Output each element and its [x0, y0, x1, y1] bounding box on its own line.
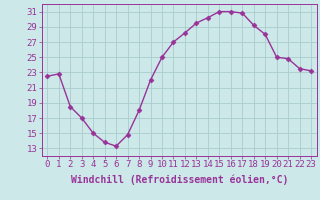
X-axis label: Windchill (Refroidissement éolien,°C): Windchill (Refroidissement éolien,°C): [70, 175, 288, 185]
